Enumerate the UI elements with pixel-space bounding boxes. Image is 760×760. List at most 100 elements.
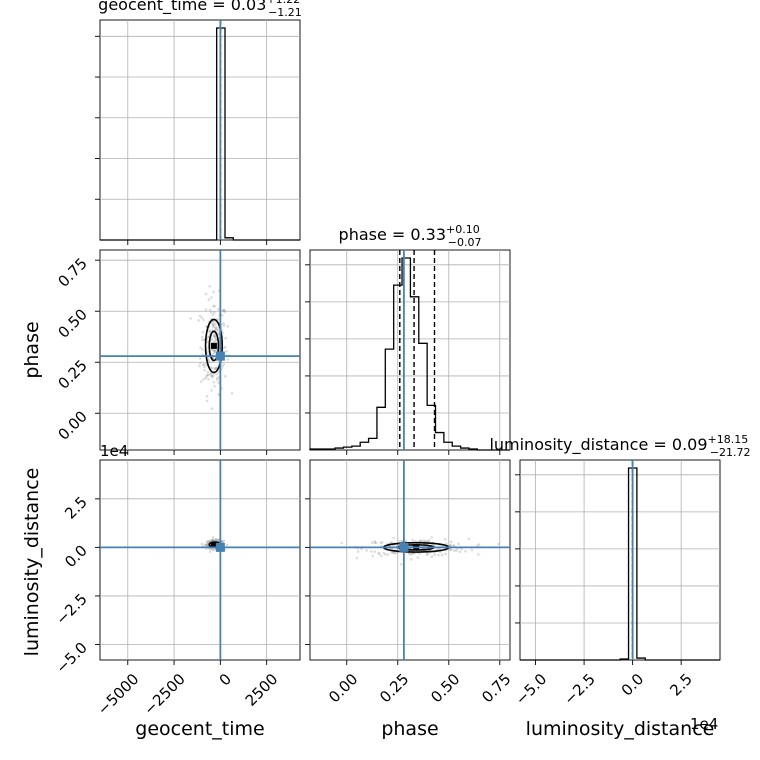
sample-point [422,539,426,543]
y-tick-label: 2.5 [61,493,91,523]
sample-point [214,367,217,371]
sample-point [208,329,212,333]
sample-point [216,378,219,381]
sample-point [203,365,206,369]
sample-point [226,325,230,328]
sample-point [204,308,208,311]
sample-point [202,363,206,367]
panel-title: phase = 0.33+0.10 −0.07 [339,223,482,249]
panel-frame [99,459,301,661]
sample-point [404,539,408,543]
x-tick-label: 0.50 [427,670,463,706]
sample-point [464,549,467,553]
sample-point [212,351,216,355]
sample-point [201,330,205,334]
sample-point [208,372,212,376]
truth-point [215,542,225,552]
sample-point [444,552,447,556]
hist-panel-phase: phase = 0.33+0.10 −0.07 [305,223,511,455]
sample-point [206,373,209,377]
sample-point [411,552,415,555]
sample-point [394,551,398,555]
sample-point [211,374,215,377]
sample-point [222,309,226,312]
y-tick-label: 0.75 [54,254,90,290]
sample-point [214,539,218,542]
sample-point [201,348,204,351]
truth-point [215,351,225,361]
sample-point [430,555,434,559]
sample-point [211,376,214,379]
panel-frame [99,249,301,451]
sample-point [205,399,209,403]
sample-point [426,552,429,555]
sample-point [208,308,212,312]
panel-luminosity_distance-vs-phase [305,459,511,665]
sample-point [340,541,343,545]
sample-point [212,290,215,294]
sample-point [222,308,226,312]
sample-point [225,543,229,547]
sample-point [212,349,216,353]
sample-point [209,366,213,369]
sample-point [448,548,452,551]
sample-point [202,378,205,381]
sample-point [386,553,390,556]
sample-point [215,348,218,352]
panel-title: luminosity_distance = 0.09+18.15 −21.72 [489,433,750,459]
sample-point [201,338,204,342]
title-plus: +0.10 [446,223,480,236]
panel-title: geocent_time = 0.03+1.22−1.21 [98,0,302,19]
sample-point [216,329,220,332]
sample-point [209,311,213,314]
sample-point [380,554,383,558]
sample-point [198,357,202,360]
sample-point [205,395,209,398]
sample-point [212,538,216,542]
sample-point [370,550,373,553]
sample-point [214,538,218,541]
sample-point [220,313,224,317]
sample-point [428,539,431,542]
x-tick-label: −2.5 [560,670,598,708]
sample-point [355,556,359,560]
y-tick-label: −5.0 [52,639,90,677]
sample-point [214,326,217,330]
sample-point [382,551,385,555]
sample-point [216,539,219,542]
sample-point [208,360,212,364]
sample-point [395,547,399,551]
sample-point [475,544,479,547]
sample-point [208,550,212,553]
sample-point [212,380,216,384]
sample-point [210,348,214,352]
sample-point [373,550,377,553]
sample-point [212,320,216,323]
sample-point [409,553,413,556]
sample-point [213,350,217,353]
sample-point [213,304,216,308]
x-tick-label: 2500 [242,670,282,710]
sample-point [206,335,210,339]
sample-point [199,346,202,350]
sample-point [212,334,216,338]
sample-point [457,542,460,546]
sample-point [210,547,214,551]
sample-point [212,323,215,327]
sample-point [221,365,224,368]
sample-point [215,376,219,380]
sample-point [217,538,221,541]
x-axis-multiplier: 1e4 [690,715,718,733]
truth-point [399,542,409,552]
sample-point [210,367,213,370]
sample-point [222,322,225,325]
sample-point [208,329,211,332]
sample-point [210,374,214,377]
title-minus: −0.07 [448,236,482,249]
sample-point [204,543,208,547]
sample-point [223,345,227,349]
x-tick-label: −2500 [140,670,189,719]
contour-inner [208,330,220,362]
panel-frame [309,459,511,661]
sample-point [448,544,452,547]
